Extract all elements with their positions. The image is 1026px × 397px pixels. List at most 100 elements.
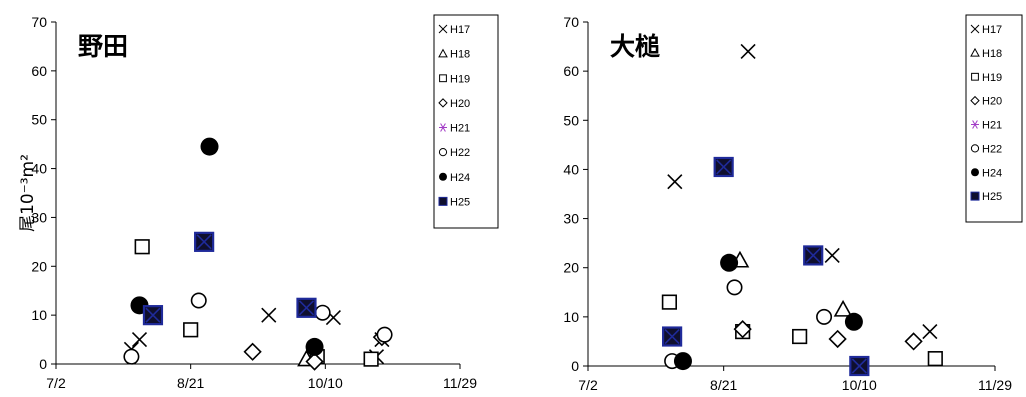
y-tick-label: 10: [31, 307, 47, 323]
x-tick-label: 7/2: [46, 375, 66, 391]
data-point: [792, 328, 808, 345]
legend-label: H18: [450, 49, 470, 61]
legend-marker: [438, 98, 448, 108]
legend-marker: [439, 123, 447, 132]
legend-marker: [970, 144, 980, 153]
legend-marker: [438, 196, 448, 206]
data-point: [131, 332, 148, 348]
legend-label: H21: [982, 120, 1002, 132]
data-point: [661, 294, 677, 310]
legend-marker: [438, 148, 448, 157]
data-point: [376, 326, 393, 343]
y-tick-label: 30: [563, 211, 579, 227]
legend-marker: [970, 191, 980, 201]
data-point: [828, 329, 847, 349]
y-tick-label: 0: [571, 358, 579, 374]
y-tick-label: 60: [563, 63, 579, 79]
legend-marker: [439, 172, 447, 181]
legend-label: H25: [982, 191, 1002, 203]
x-tick-label: 11/29: [978, 377, 1012, 393]
data-point: [194, 231, 215, 252]
legend: H17 H18 H19 H20 H21 H22 H24 H25: [433, 14, 499, 229]
data-point: [200, 137, 219, 156]
legend-marker: [970, 24, 980, 34]
series-h25: [662, 156, 870, 377]
legend-marker: [438, 48, 448, 58]
legend-item: H19: [971, 72, 1002, 84]
legend-label: H22: [982, 143, 1002, 155]
legend-label: H19: [982, 72, 1002, 84]
legend-label: H20: [982, 96, 1002, 108]
data-point: [713, 156, 734, 178]
data-point: [816, 308, 833, 325]
panel-title: 大槌: [610, 32, 660, 61]
legend-item: H25: [438, 196, 470, 208]
data-point: [314, 304, 331, 321]
data-point: [123, 348, 140, 365]
legend-marker: [971, 72, 979, 81]
legend-label: H22: [450, 147, 470, 159]
y-axis-label: 尾10⁻³m²: [18, 154, 38, 232]
data-point: [190, 292, 207, 309]
y-tick-label: 60: [31, 63, 47, 79]
chart-panel-2: 0 10 20 30 40 50 60 70 7/2 8/21 10/10 11/29 大槌 H17 H18…: [563, 14, 1023, 393]
legend-item: H24: [439, 172, 470, 184]
panel-title: 野田: [78, 32, 128, 61]
y-tick-label: 70: [563, 14, 579, 30]
data-point: [142, 305, 164, 326]
y-tick-label: 70: [31, 14, 47, 30]
legend-item: H21: [439, 123, 470, 135]
legend-label: H17: [982, 24, 1002, 36]
y-tick-label: 20: [563, 260, 579, 276]
legend-item: H22: [438, 147, 470, 159]
legend-marker: [971, 168, 979, 177]
series-h20: [733, 320, 923, 351]
y-tick-label: 10: [563, 309, 579, 325]
legend-item: H24: [971, 167, 1002, 179]
y-tick-label: 0: [39, 356, 47, 372]
series-h22: [123, 292, 393, 365]
data-point: [261, 307, 277, 323]
x-tick-label: 10/10: [308, 375, 343, 391]
data-point: [844, 312, 863, 331]
y-tick-label: 40: [31, 161, 47, 177]
legend-label: H24: [982, 167, 1002, 179]
x-tick-label: 8/21: [177, 375, 204, 391]
legend-marker: [970, 47, 980, 57]
legend-label: H19: [450, 73, 470, 85]
data-point: [673, 352, 692, 371]
legend-item: H18: [438, 48, 470, 61]
legend-label: H17: [450, 24, 470, 36]
legend-label: H21: [450, 123, 470, 135]
data-point: [305, 352, 324, 371]
data-point: [824, 247, 840, 263]
legend-item: H20: [970, 96, 1002, 108]
legend-item: H19: [439, 73, 470, 85]
data-point: [726, 279, 743, 296]
legend-label: H25: [450, 196, 470, 208]
x-tick-label: 7/2: [578, 377, 598, 393]
series-h18: [730, 250, 869, 374]
legend-label: H24: [450, 172, 470, 184]
y-tick-label: 40: [563, 161, 579, 177]
legend-box: [433, 14, 499, 229]
legend-item: H22: [970, 143, 1002, 155]
y-tick-label: 50: [563, 112, 579, 128]
data-point: [134, 239, 150, 255]
legend-item: H25: [970, 191, 1002, 203]
data-point: [740, 43, 756, 60]
y-tick-label: 50: [31, 112, 47, 128]
legend-label: H18: [982, 48, 1002, 60]
data-point: [803, 245, 824, 266]
data-point: [296, 297, 317, 318]
legend-item: H20: [438, 98, 470, 110]
y-tick-label: 20: [31, 258, 47, 274]
legend-label: H20: [450, 98, 470, 110]
legend-marker: [439, 74, 447, 83]
legend-marker: [971, 120, 979, 129]
legend-item: H21: [971, 120, 1002, 132]
series-h24: [673, 253, 863, 371]
data-point: [927, 351, 943, 367]
data-point: [662, 326, 683, 347]
